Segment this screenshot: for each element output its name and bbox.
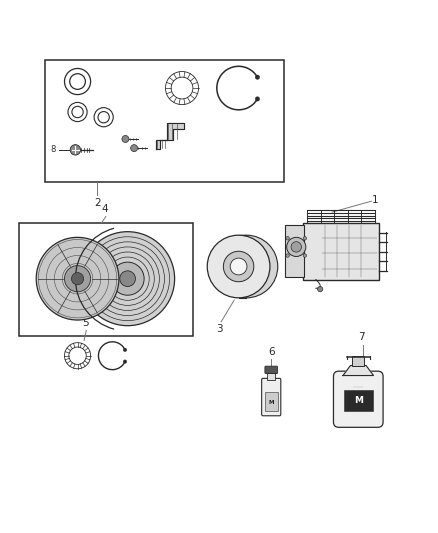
Circle shape [64, 265, 91, 292]
Text: 6: 6 [268, 346, 275, 357]
Circle shape [303, 254, 307, 257]
Circle shape [223, 251, 254, 282]
Circle shape [318, 287, 323, 292]
Text: 7: 7 [358, 333, 365, 342]
Text: 8: 8 [50, 146, 56, 155]
Bar [19, 223, 193, 336]
Circle shape [287, 237, 306, 256]
Polygon shape [343, 366, 374, 376]
Circle shape [123, 360, 127, 364]
Bar [352, 356, 364, 366]
Circle shape [286, 254, 290, 257]
Circle shape [111, 262, 144, 295]
Text: 2: 2 [94, 198, 100, 208]
Text: M: M [354, 396, 363, 405]
Circle shape [231, 251, 261, 282]
Bar [286, 225, 304, 277]
Circle shape [36, 237, 119, 320]
Text: 3: 3 [216, 324, 223, 334]
Bar [265, 392, 278, 411]
Bar [344, 390, 373, 411]
Circle shape [123, 348, 127, 352]
FancyBboxPatch shape [333, 371, 383, 427]
Text: M: M [268, 400, 274, 405]
Text: mopar: mopar [353, 385, 364, 389]
Bar [303, 223, 379, 279]
Circle shape [131, 144, 138, 151]
Circle shape [120, 271, 135, 287]
Circle shape [255, 97, 260, 101]
Circle shape [71, 272, 84, 285]
FancyBboxPatch shape [261, 378, 281, 416]
Bar [267, 373, 276, 379]
Circle shape [230, 258, 247, 275]
Circle shape [303, 237, 307, 240]
Circle shape [81, 232, 175, 326]
Polygon shape [156, 123, 184, 149]
Circle shape [207, 235, 270, 298]
FancyBboxPatch shape [265, 366, 278, 374]
Circle shape [291, 241, 301, 252]
Text: 1: 1 [372, 195, 379, 205]
Text: 4: 4 [102, 204, 108, 214]
Circle shape [286, 237, 290, 240]
Text: 5: 5 [82, 318, 89, 328]
Circle shape [122, 135, 129, 142]
Circle shape [215, 235, 278, 298]
Circle shape [70, 144, 81, 155]
Bar [45, 60, 284, 182]
Circle shape [255, 75, 260, 79]
